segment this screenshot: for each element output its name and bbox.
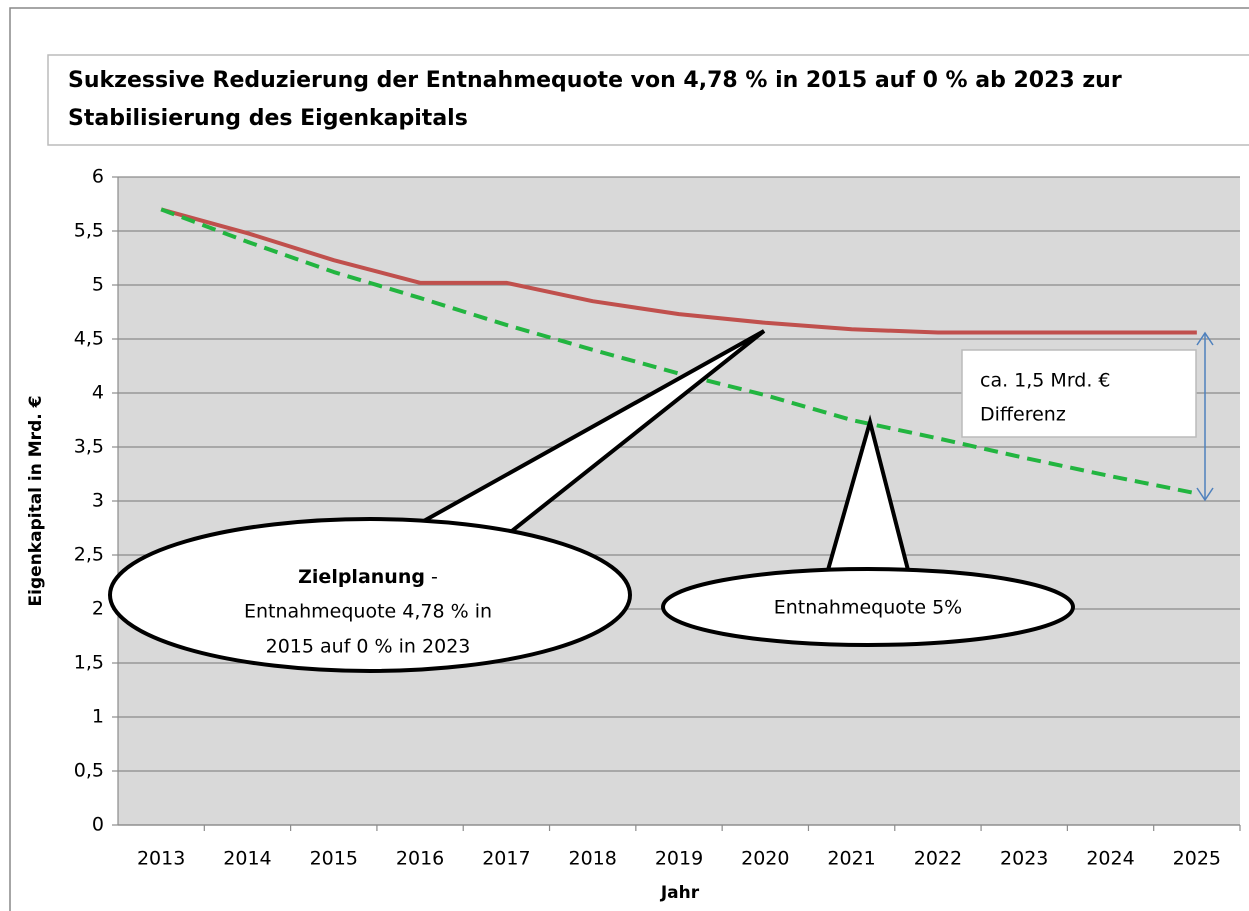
y-tick-label: 5 [92, 274, 104, 296]
x-tick-label: 2017 [482, 848, 530, 870]
y-tick-label: 0,5 [74, 760, 104, 782]
difference-box [961, 349, 1197, 438]
y-tick-label: 3 [92, 490, 104, 512]
x-tick-label: 2022 [914, 848, 962, 870]
x-tick-label: 2021 [827, 848, 875, 870]
y-tick-label: 4 [92, 382, 104, 404]
callout-text: Zielplanung - [298, 566, 438, 588]
x-tick-label: 2019 [655, 848, 703, 870]
x-tick-label: 2024 [1086, 848, 1134, 870]
y-tick-label: 1 [92, 706, 104, 728]
callout-text: Entnahmequote 4,78 % in [244, 601, 492, 623]
x-tick-label: 2025 [1173, 848, 1221, 870]
y-tick-label: 3,5 [74, 436, 104, 458]
x-axis-label: Jahr [660, 883, 700, 903]
y-tick-label: 0 [92, 814, 104, 836]
callout-suffix: - [431, 566, 438, 588]
y-tick-label: 2,5 [74, 544, 104, 566]
y-tick-label: 5,5 [74, 220, 104, 242]
difference-text: Differenz [980, 404, 1066, 426]
line-series [160, 207, 1197, 335]
x-tick-label: 2020 [741, 848, 789, 870]
y-tick-label: 1,5 [74, 652, 104, 674]
y-tick-label: 2 [92, 598, 104, 620]
difference-text: ca. 1,5 Mrd. € [980, 370, 1111, 392]
y-axis-label: Eigenkapital in Mrd. € [26, 396, 46, 607]
arrow-heads [1196, 331, 1214, 502]
callout-text: Entnahmequote 5% [774, 597, 962, 619]
x-tick-label: 2023 [1000, 848, 1048, 870]
x-tick-label: 2015 [310, 848, 358, 870]
callout-join [831, 573, 905, 577]
callout-text: 2015 auf 0 % in 2023 [266, 636, 471, 658]
x-tick-label: 2013 [137, 848, 185, 870]
marks [160, 207, 1198, 496]
callout-bubble [661, 567, 1075, 647]
line-series [160, 207, 1198, 496]
title-box [47, 54, 1249, 146]
callout-join [418, 530, 500, 545]
x-tick-label: 2016 [396, 848, 444, 870]
callout-title: Zielplanung [298, 566, 425, 588]
y-tick-label: 4,5 [74, 328, 104, 350]
y-tick-label: 6 [92, 166, 104, 188]
x-tick-label: 2014 [223, 848, 271, 870]
chart-title: Sukzessive Reduzierung der Entnahmequote… [68, 68, 1122, 131]
callout-bubble [108, 517, 632, 673]
callouts: Zielplanung - Entnahmequote 4,78 % in 20… [108, 329, 1214, 673]
x-tick-label: 2018 [569, 848, 617, 870]
